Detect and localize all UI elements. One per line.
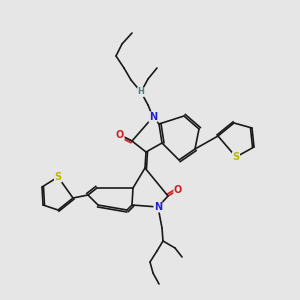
Text: H: H (138, 88, 144, 97)
Text: N: N (149, 112, 157, 122)
Text: O: O (116, 130, 124, 140)
Text: S: S (232, 152, 240, 162)
Text: S: S (54, 172, 61, 182)
Text: O: O (174, 185, 182, 195)
Text: N: N (154, 202, 162, 212)
